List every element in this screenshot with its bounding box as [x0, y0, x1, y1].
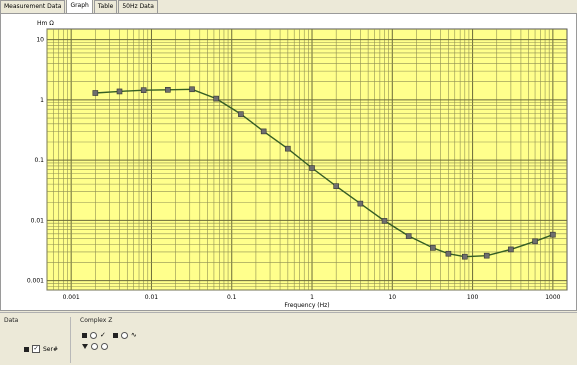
data-point: [508, 246, 514, 253]
data-point: [381, 218, 388, 224]
complex-z-row-2: [82, 343, 108, 350]
x-axis-label: Frequency (Hz): [284, 302, 329, 309]
data-point: [405, 233, 412, 239]
data-point: [238, 111, 244, 117]
data-point: [140, 87, 147, 93]
y-tick-label: 0.1: [34, 157, 44, 164]
series-marker-icon: [24, 346, 29, 352]
triangle-marker-icon: [82, 344, 88, 349]
radio-1[interactable]: [90, 331, 97, 339]
data-point: [189, 86, 195, 93]
complex-z-group: Complex Z ✓ ∿: [78, 317, 238, 363]
data-point: [445, 250, 452, 257]
square-marker-icon: [82, 332, 87, 338]
radio-2[interactable]: [120, 331, 128, 339]
y-tick-label: 0.01: [31, 217, 45, 224]
x-tick-label: 0.01: [145, 294, 159, 301]
tab-measurement-data[interactable]: Measurement Data: [0, 0, 66, 13]
data-group: Data Ser#: [2, 317, 71, 363]
wave-glyph-icon: ∿: [130, 331, 137, 339]
impedance-chart: 0.001 0.01 0.1 1 10 100 1000 10 1 0.1 0.01 0.001 Fre…: [27, 20, 568, 309]
y-tick-label: 0.001: [27, 278, 44, 285]
tab-50hz-data[interactable]: 50Hz Data: [118, 0, 158, 13]
x-tick-label: 1: [310, 294, 314, 301]
complex-z-row-1: ✓ ∿: [82, 331, 137, 339]
tab-graph[interactable]: Graph: [66, 0, 93, 13]
data-point: [532, 238, 538, 245]
y-axis-label: Hm Ω: [37, 20, 54, 27]
complex-z-title: Complex Z: [80, 317, 113, 324]
data-point: [285, 145, 291, 152]
tab-strip: Measurement Data Graph Table 50Hz Data: [0, 0, 577, 13]
x-tick-label: 1000: [545, 294, 560, 301]
data-point: [430, 245, 436, 251]
data-group-title: Data: [4, 317, 19, 324]
series-row: Ser#: [24, 345, 58, 353]
data-point: [357, 200, 364, 207]
x-tick-label: 0.1: [227, 294, 237, 301]
data-point: [462, 253, 468, 260]
series-label: Ser#: [43, 345, 58, 353]
data-point: [213, 95, 219, 102]
data-point: [92, 90, 99, 96]
data-point: [309, 165, 315, 171]
options-bar: Data Ser# Complex Z ✓ ∿: [0, 312, 577, 365]
graph-panel: 0.001 0.01 0.1 1 10 100 1000 10 1 0.1 0.01 0.001 Fre…: [0, 13, 577, 311]
radio-4[interactable]: [101, 343, 108, 350]
data-point: [550, 231, 556, 238]
series-checkbox[interactable]: [32, 345, 40, 353]
data-point: [165, 86, 171, 93]
check-glyph-icon: ✓: [100, 331, 106, 339]
tab-table[interactable]: Table: [93, 0, 118, 13]
square-marker-icon-2: [112, 332, 118, 338]
plot-area: [46, 28, 568, 291]
radio-3[interactable]: [91, 343, 98, 350]
y-tick-label: 10: [36, 37, 44, 44]
x-tick-label: 0.001: [63, 294, 80, 301]
data-point: [483, 252, 490, 259]
data-point: [116, 88, 123, 95]
data-point: [260, 128, 267, 135]
x-tick-label: 10: [388, 294, 396, 301]
x-tick-label: 100: [467, 294, 479, 301]
data-point: [333, 183, 339, 189]
y-tick-label: 1: [40, 97, 44, 104]
